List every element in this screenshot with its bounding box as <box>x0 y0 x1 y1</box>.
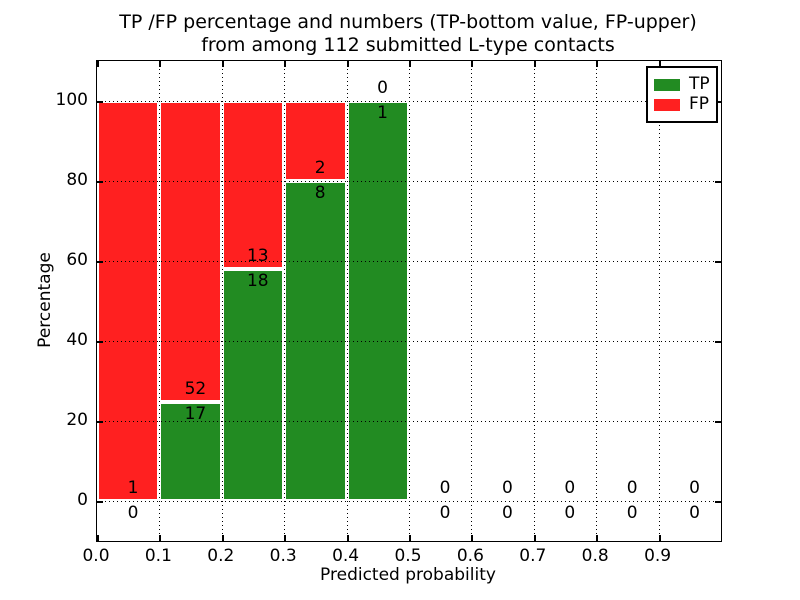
tp-count-label: 18 <box>246 270 269 291</box>
x-tick-label: 0.0 <box>82 546 110 566</box>
x-tick-bottom <box>471 535 474 541</box>
y-tick-right <box>715 181 721 183</box>
legend-fp-swatch <box>654 98 680 111</box>
tp-count-label: 0 <box>501 503 513 523</box>
x-tick-top <box>346 61 349 67</box>
x-tick-bottom <box>284 535 287 541</box>
fp-count-label: 52 <box>184 379 207 400</box>
bar-fp-segment <box>97 101 160 501</box>
bar-fp-segment <box>221 101 285 269</box>
x-tick-top <box>221 61 224 67</box>
x-tick-label: 0.9 <box>644 546 672 566</box>
x-tick-label: 0.3 <box>269 546 297 566</box>
chart-title-line1: TP /FP percentage and numbers (TP-bottom… <box>119 11 697 33</box>
fp-count-label: 1 <box>127 478 139 498</box>
x-tick-label: 0.1 <box>144 546 172 566</box>
y-tick-right <box>715 101 721 103</box>
gridline-v <box>284 61 286 541</box>
bar-tp-segment <box>159 402 222 501</box>
gridline-v <box>409 61 410 541</box>
tp-count-label: 0 <box>564 503 576 523</box>
x-tick-bottom <box>596 535 599 541</box>
bar-tp-segment <box>346 101 409 501</box>
y-tick-left <box>97 421 103 423</box>
y-tick-label: 100 <box>55 90 88 110</box>
x-tick-label: 0.7 <box>519 546 547 566</box>
x-tick-label: 0.8 <box>581 546 609 566</box>
gridline-v <box>533 61 535 541</box>
gridline-v <box>596 61 598 541</box>
tp-count-label: 0 <box>127 503 139 523</box>
gridline-v <box>159 61 161 541</box>
x-axis-label: Predicted probability <box>320 565 496 585</box>
gridline-v <box>658 61 660 541</box>
x-tick-top <box>471 61 474 67</box>
y-tick-label: 60 <box>66 250 88 270</box>
bar-fp-segment <box>284 101 347 181</box>
legend-fp-label: FP <box>689 94 710 114</box>
x-tick-bottom <box>346 535 349 541</box>
tp-count-label: 0 <box>626 503 638 523</box>
y-tick-label: 80 <box>66 170 88 190</box>
legend-entry-tp: TP <box>654 76 710 93</box>
x-tick-label: 0.2 <box>207 546 235 566</box>
chart-title-line2: from among 112 submitted L-type contacts <box>201 34 615 56</box>
x-tick-top <box>97 61 99 67</box>
y-tick-left <box>97 261 103 263</box>
gridline-v <box>221 61 223 541</box>
y-tick-right <box>715 261 721 263</box>
y-tick-right <box>715 341 721 343</box>
tp-count-label: 1 <box>377 103 388 123</box>
fp-count-label: 0 <box>689 478 700 498</box>
fp-count-label: 2 <box>314 158 326 178</box>
y-tick-right <box>715 421 721 423</box>
x-tick-bottom <box>221 535 224 541</box>
tp-count-label: 0 <box>689 503 700 523</box>
x-tick-top <box>284 61 287 67</box>
y-tick-label: 40 <box>66 330 88 350</box>
x-tick-label: 0.5 <box>394 546 422 566</box>
bar-tp-segment <box>221 268 285 501</box>
x-tick-label: 0.4 <box>332 546 360 566</box>
fp-count-label: 0 <box>564 478 576 498</box>
tp-count-label: 17 <box>184 404 207 425</box>
x-tick-top <box>533 61 536 67</box>
tp-count-label: 8 <box>314 183 326 203</box>
tp-count-label: 0 <box>439 503 451 523</box>
y-tick-label: 0 <box>77 490 88 510</box>
x-tick-top <box>409 61 411 67</box>
x-tick-bottom <box>533 535 536 541</box>
x-tick-top <box>596 61 599 67</box>
y-tick-left <box>97 101 103 103</box>
y-tick-right <box>715 501 721 503</box>
legend-tp-swatch <box>654 78 680 91</box>
fp-count-label: 0 <box>626 478 638 498</box>
gridline-v <box>471 61 473 541</box>
fp-count-label: 0 <box>377 78 388 98</box>
x-tick-top <box>159 61 162 67</box>
gridline-v <box>346 61 348 541</box>
x-tick-label: 0.6 <box>456 546 484 566</box>
x-tick-bottom <box>409 535 411 541</box>
fp-count-label: 0 <box>501 478 513 498</box>
y-tick-left <box>97 501 103 503</box>
fp-count-label: 0 <box>439 478 451 498</box>
x-tick-bottom <box>97 535 99 541</box>
legend-tp-label: TP <box>689 74 710 94</box>
x-tick-top <box>658 61 661 67</box>
plot-area <box>96 60 722 542</box>
y-tick-label: 20 <box>66 410 88 430</box>
y-tick-left <box>97 181 103 183</box>
legend: TP FP <box>646 66 718 123</box>
y-tick-left <box>97 341 103 343</box>
x-tick-bottom <box>159 535 162 541</box>
fp-count-label: 13 <box>246 245 269 266</box>
bar-fp-segment <box>159 101 222 403</box>
legend-entry-fp: FP <box>654 96 710 113</box>
x-tick-bottom <box>658 535 661 541</box>
